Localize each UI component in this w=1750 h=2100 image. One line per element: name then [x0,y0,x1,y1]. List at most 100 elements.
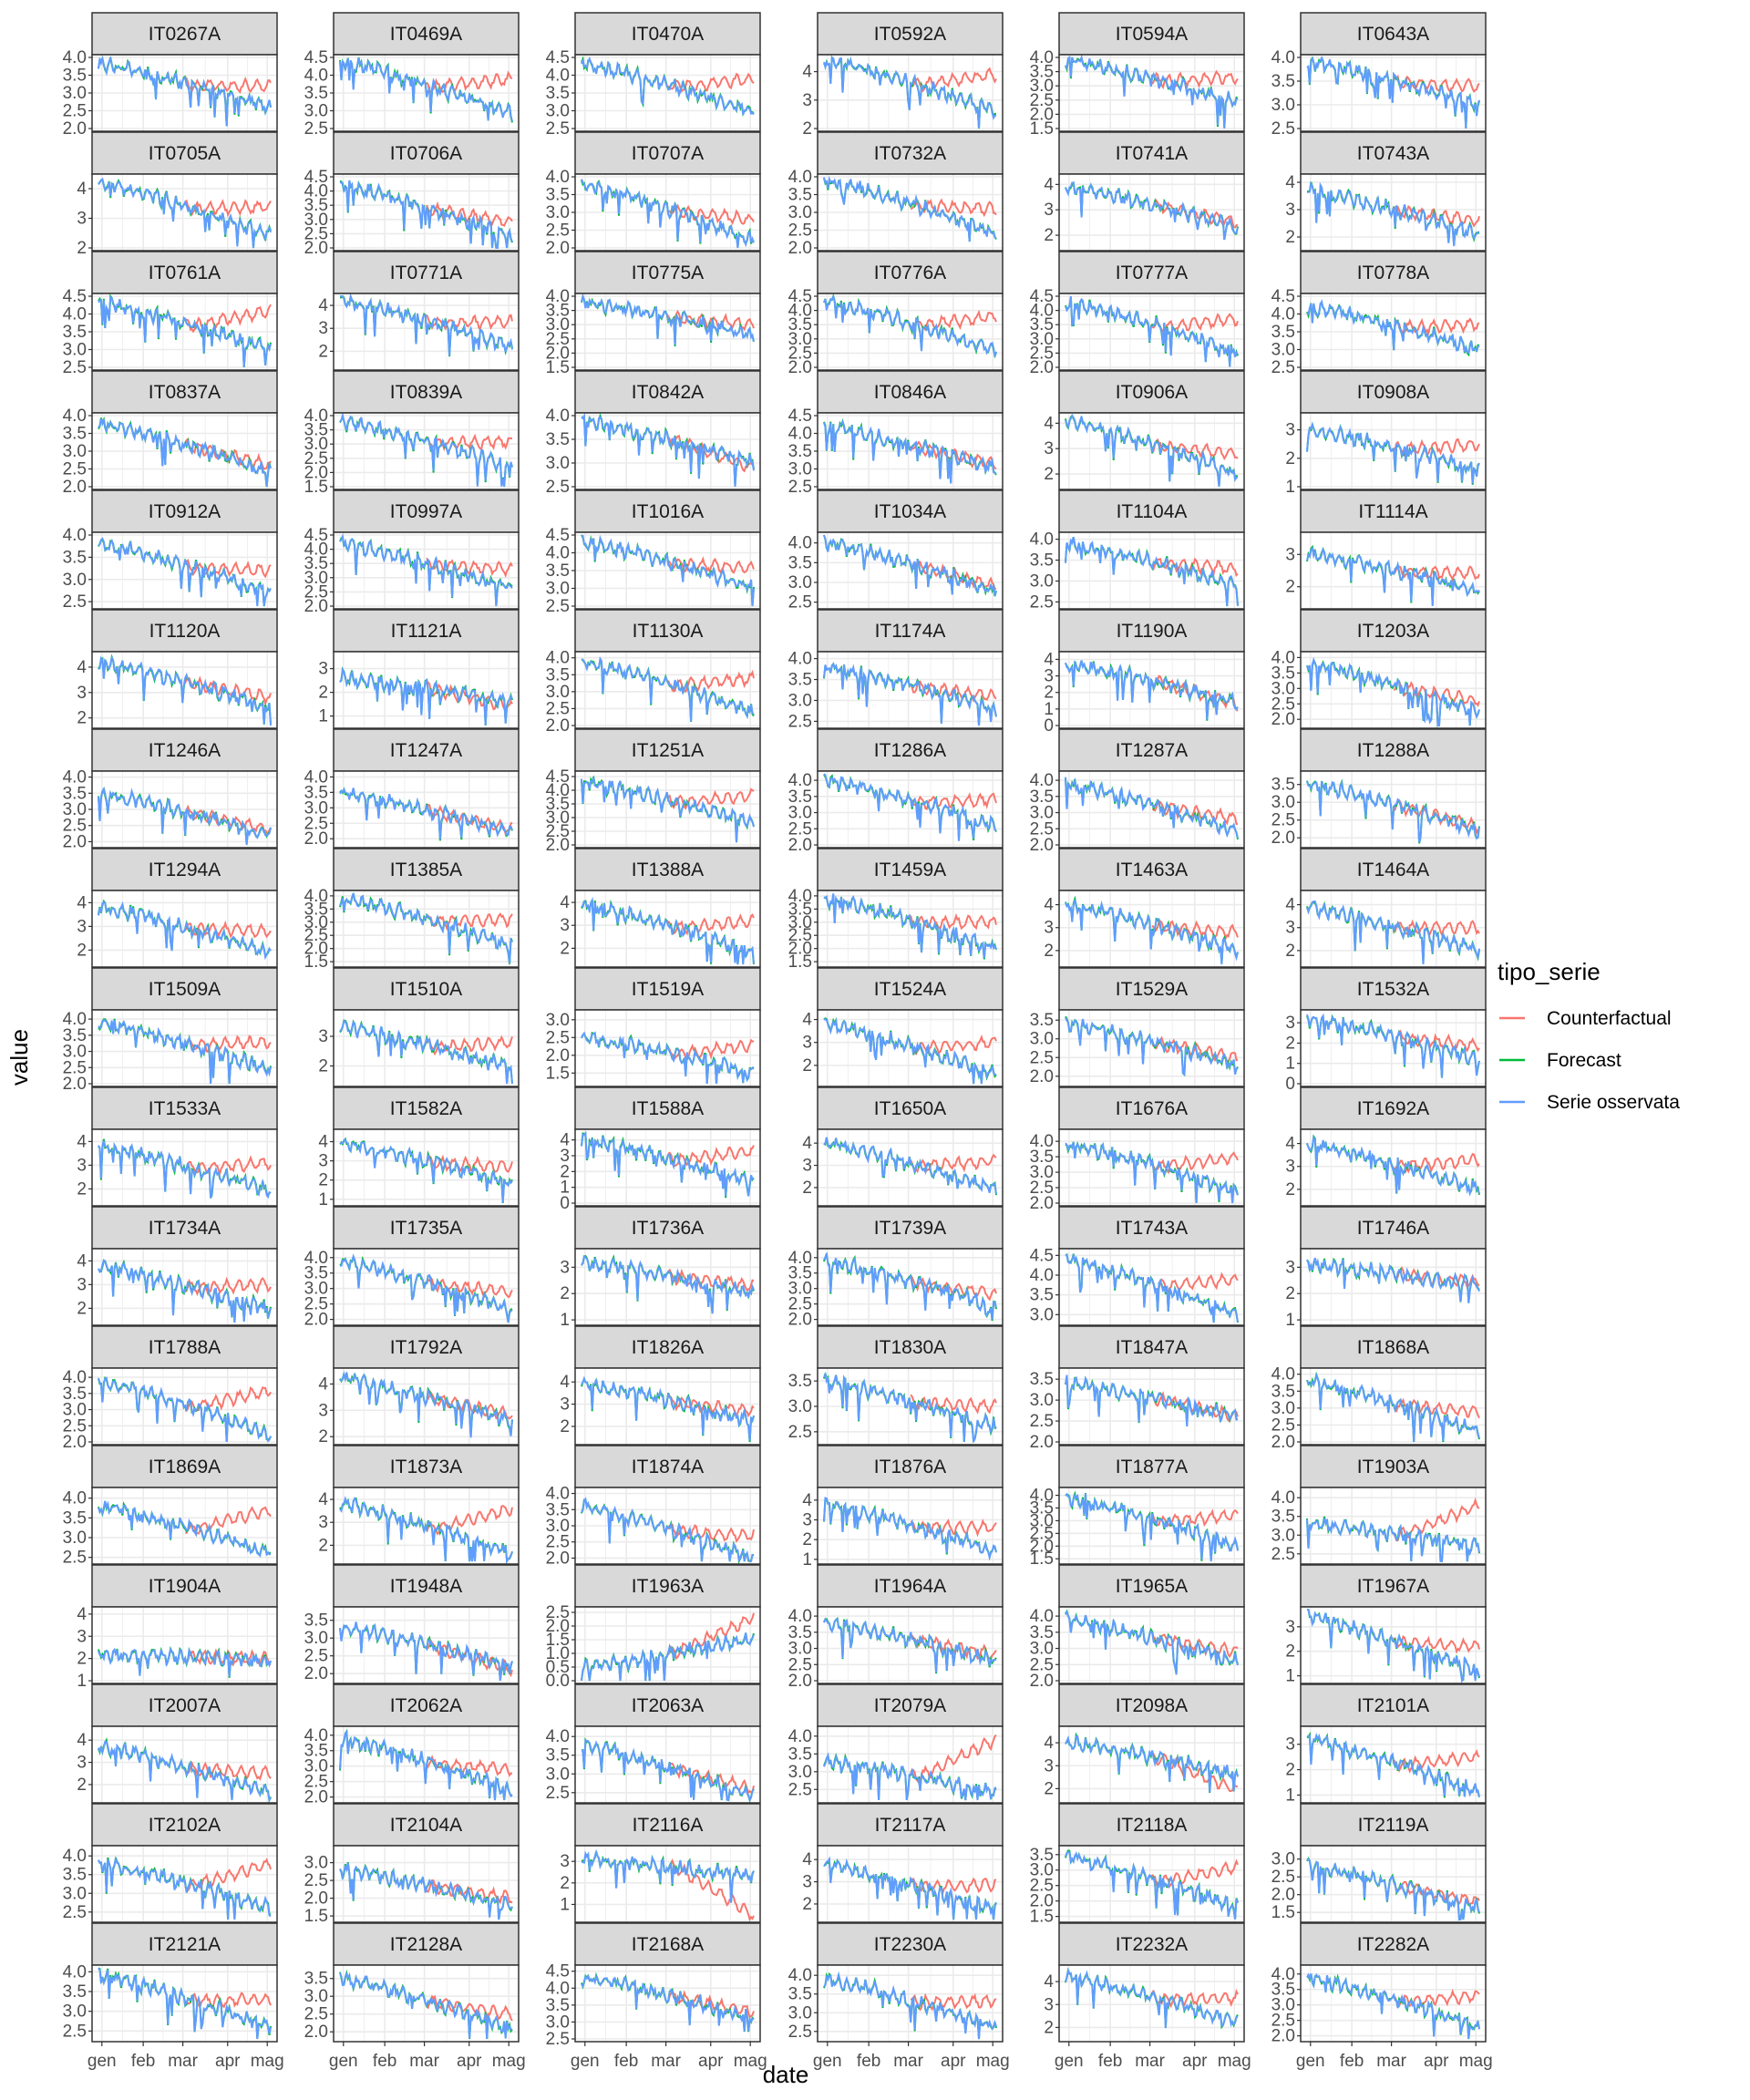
y-tick-label: 4.0 [63,407,87,426]
y-tick-label: 4.0 [546,649,570,668]
y-tick-label: 3.0 [546,683,570,702]
x-tick-label: apr [1424,2052,1449,2071]
panel-border [1058,1367,1245,1446]
y-tick-label: 3.5 [304,196,328,215]
line-counterfactual [910,1034,997,1055]
panel-IT1464A: IT1464A 2 3 4 [1285,848,1487,968]
x-tick-label: mag [251,2052,284,2071]
y-tick-label: 2.0 [304,940,328,959]
panel-IT0761A: IT0761A 2.53.03.54.04.5 [63,251,278,377]
panel-border [91,770,278,849]
y-tick-label: 3.5 [546,1746,570,1765]
panel-IT1869A: IT1869A 2.53.03.54.0 [63,1445,278,1568]
facet-strip [1058,1086,1245,1130]
facet-label: IT1965A [1116,1576,1188,1597]
y-tick-label: 4.0 [1271,48,1295,67]
y-tick-label: 3 [1285,1258,1295,1277]
panel-border [91,1725,278,1804]
y-tick-label: 2.5 [1030,91,1054,110]
y-tick-label: 2 [802,1056,812,1076]
y-tick-label: 2.0 [1030,1672,1054,1691]
y-tick-label: 2.5 [1271,695,1295,714]
facet-label: IT1734A [149,1218,221,1239]
y-tick-label: 4.0 [788,1249,812,1268]
facet-strip [574,370,761,414]
y-tick-label: 3 [77,210,87,229]
facet-strip [333,370,520,414]
panel-border [333,1248,520,1326]
y-tick-label: 0 [1044,716,1054,736]
line-observed [1065,1374,1239,1427]
y-tick-label: 4 [1285,173,1295,192]
y-tick-label: 2.0 [1030,105,1054,124]
y-tick-label: 2.5 [304,119,328,139]
panel-IT0908A: IT0908A 1 2 3 [1285,370,1487,497]
panel-IT2168A: IT2168A 2.53.03.54.04.5 gen feb mar apr mag [546,1922,767,2071]
y-tick-label: 4.5 [546,48,570,67]
y-tick-label: 3.0 [304,1757,328,1776]
y-tick-label: 2.0 [1271,829,1295,848]
line-observed [339,1019,513,1085]
y-tick-label: 3.0 [1030,1163,1054,1182]
line-observed [98,1740,272,1804]
panel-border [574,1964,761,2043]
x-tick-label: gen [571,2052,600,2071]
panel-IT1529A: IT1529A 2.02.53.03.5 [1030,967,1245,1087]
panel-border [574,1128,761,1207]
line-counterfactual [667,556,755,575]
facet-label: IT1588A [632,1098,704,1119]
y-tick-label: 3.5 [63,1385,87,1404]
facet-label: IT1736A [632,1218,704,1239]
panel-IT1519A: IT1519A 1.52.02.53.0 [546,967,761,1087]
y-tick-label: 4 [77,1132,87,1151]
panel-border [91,1606,278,1684]
facet-strip [91,848,278,891]
facet-strip [91,370,278,414]
line-observed [98,294,272,368]
facet-label: IT1650A [874,1098,946,1119]
panel-border [1058,1487,1245,1565]
panel-IT1286A: IT1286A 2.02.53.03.54.0 [788,728,1004,855]
facet-strip [1300,1803,1487,1847]
line-counterfactual [426,1275,513,1299]
facet-label: IT0643A [1357,24,1429,45]
facet-strip [1058,251,1245,294]
facet-strip [817,1086,1004,1130]
facet-label: IT1792A [390,1337,462,1358]
y-tick-label: 1 [1285,1786,1295,1805]
line-counterfactual [1151,920,1239,942]
y-tick-label: 2.5 [304,1295,328,1314]
facet-strip [333,609,520,653]
line-counterfactual [668,203,755,226]
plot-area [818,1607,1003,1683]
plot-area [818,1965,1003,2042]
facet-strip [1058,370,1245,414]
facet-label: IT1247A [390,740,462,761]
panel-border [817,173,1004,252]
panel-border [817,1367,1004,1446]
y-tick-label: 4.0 [788,1727,812,1746]
plot-area [818,652,1003,728]
line-observed [339,892,513,964]
y-tick-label: 3.5 [546,795,570,814]
y-tick-label: 4.0 [546,67,570,86]
y-tick-label: 4.0 [788,1607,812,1626]
line-observed [1065,900,1239,965]
panel-IT1746A: IT1746A 1 2 3 [1285,1206,1487,1330]
line-observed [1306,901,1480,965]
panel-IT0771A: IT0771A 2 3 4 [318,251,520,371]
panel-IT1830A: IT1830A 2.5 3.0 3.5 [788,1325,1004,1446]
y-tick-label: 2.5 [546,2030,570,2049]
line-counterfactual [667,669,755,694]
y-tick-label: 2.5 [788,2023,812,2042]
y-tick-label: 2.0 [1271,710,1295,729]
y-tick-label: 3.5 [1030,1011,1054,1030]
y-tick-label: 3.5 [546,561,570,581]
line-observed [339,1971,513,2040]
facet-label: IT1869A [149,1457,221,1477]
y-tick-label: 2.0 [1030,1433,1054,1452]
x-tick-label: gen [329,2052,358,2071]
y-tick-label: 2.5 [304,2005,328,2024]
line-counterfactual [667,788,755,810]
y-tick-label: 1 [77,1672,87,1691]
